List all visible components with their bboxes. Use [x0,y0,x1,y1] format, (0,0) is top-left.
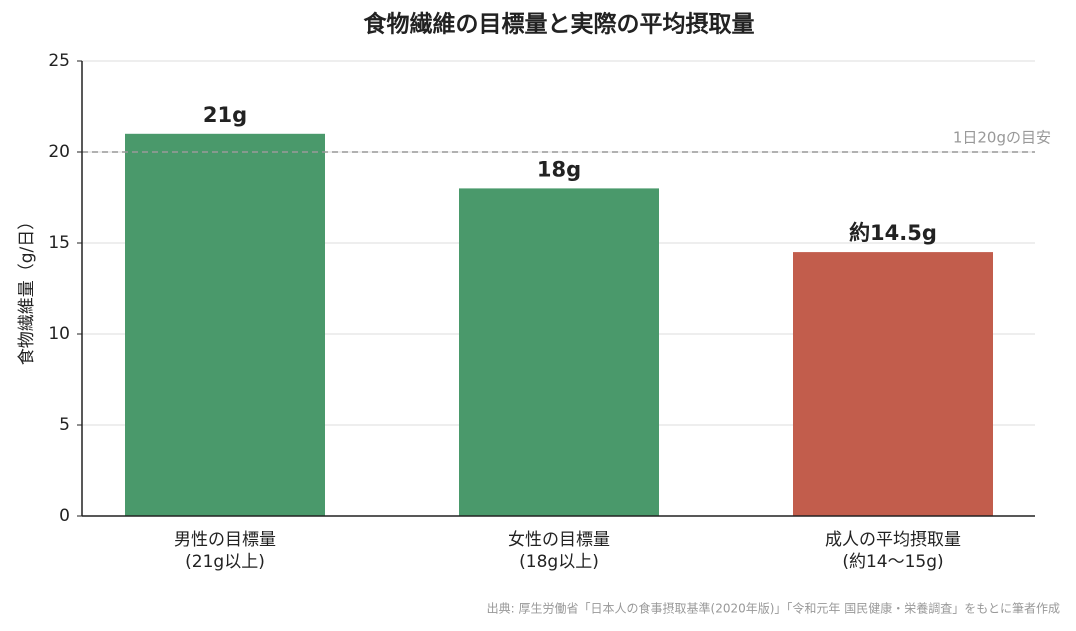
y-tick-label: 5 [59,415,70,435]
chart-title: 食物繊維の目標量と実際の平均摂取量 [364,11,755,38]
value-label: 18g [537,157,581,181]
x-tick-label: 女性の目標量(18g以上) [508,530,610,572]
value-label: 21g [203,103,247,127]
bar [793,252,993,516]
y-tick-label: 0 [59,506,70,526]
reference-label: 1日20gの目安 [953,129,1051,147]
y-tick-label: 20 [48,142,70,162]
y-tick-label: 10 [48,324,70,344]
bar [125,133,325,517]
y-axis-label: 食物繊維量（g/日） [17,213,37,366]
y-tick-label: 15 [48,233,70,253]
value-label: 約14.5g [849,221,937,245]
x-tick-label: 成人の平均摂取量(約14〜15g) [825,530,961,572]
source-note: 出典: 厚生労働省「日本人の食事摂取基準(2020年版)」「令和元年 国民健康・… [487,601,1060,616]
y-tick-label: 25 [48,51,70,71]
x-tick-label: 男性の目標量(21g以上) [174,530,276,572]
bar [459,188,659,516]
